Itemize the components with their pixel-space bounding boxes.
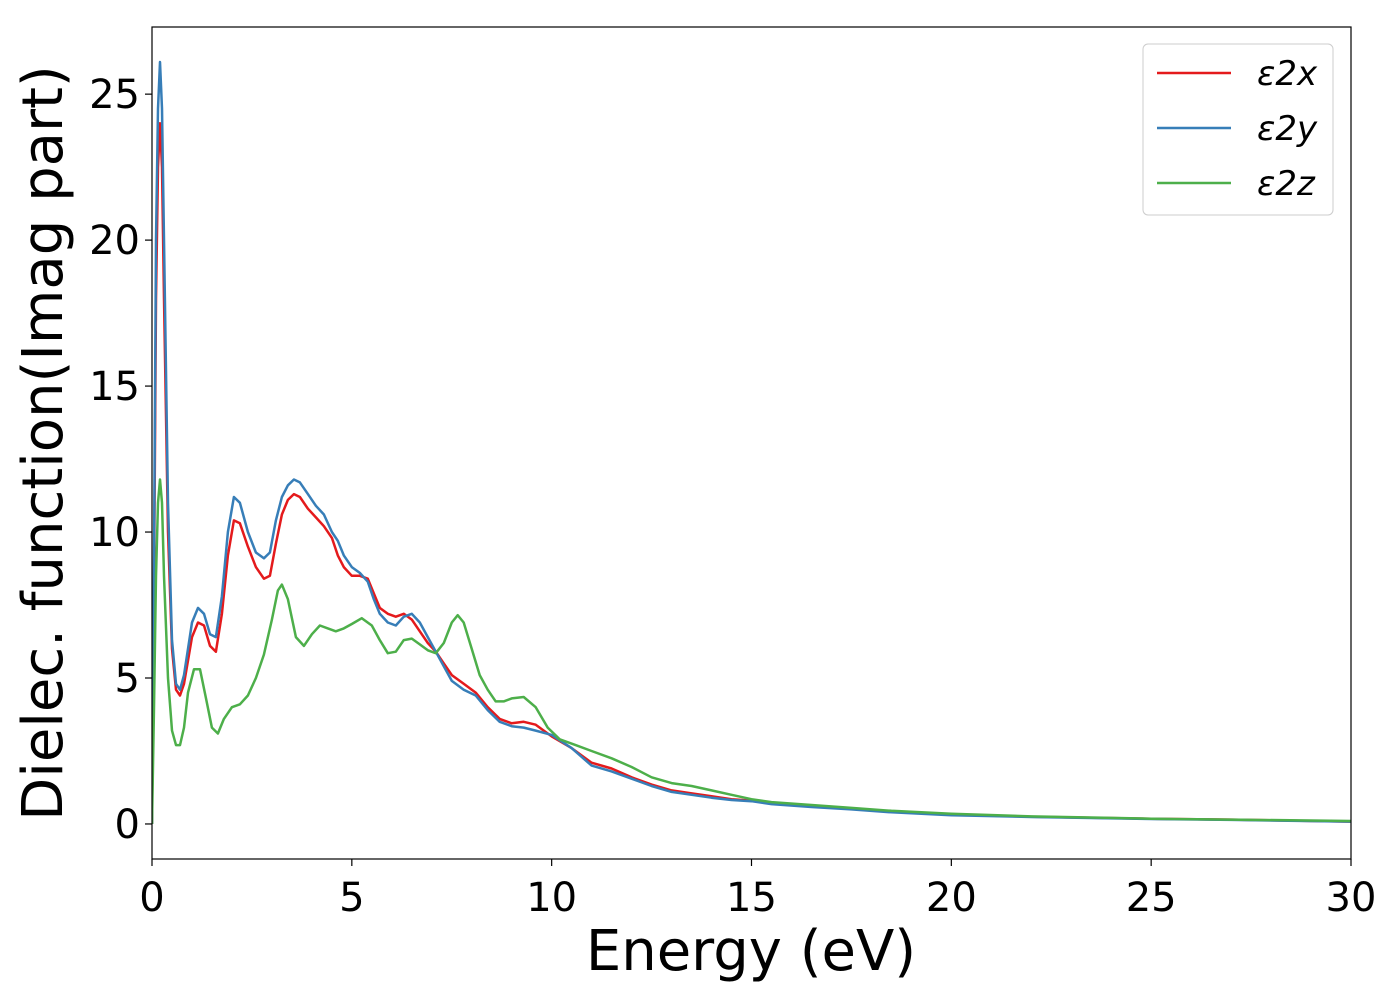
x-tick-label: 5 [339, 875, 364, 921]
y-axis: 0 5 10 15 20 25 [89, 72, 152, 848]
y-tick-label: 15 [89, 364, 140, 410]
x-axis: 0 5 10 15 20 25 30 [139, 859, 1376, 921]
x-tick-label: 15 [726, 875, 777, 921]
legend-label-0: ε2x [1257, 54, 1318, 94]
y-tick-label: 10 [89, 510, 140, 556]
y-tick-label: 0 [115, 802, 140, 848]
legend-label-2: ε2z [1257, 164, 1316, 204]
series-line-2 [152, 478, 1351, 825]
series-layer [152, 60, 1351, 825]
x-tick-label: 20 [926, 875, 977, 921]
x-tick-label: 0 [139, 875, 164, 921]
x-tick-label: 25 [1126, 875, 1177, 921]
y-tick-label: 5 [115, 656, 140, 702]
y-tick-label: 20 [89, 218, 140, 264]
y-axis-title: Dielec. function(Imag part) [11, 65, 76, 821]
series-line-1 [152, 60, 1351, 825]
y-tick-label: 25 [89, 72, 140, 118]
legend-label-1: ε2y [1257, 109, 1318, 149]
x-tick-label: 10 [526, 875, 577, 921]
legend: ε2x ε2y ε2z [1142, 43, 1334, 216]
x-axis-title: Energy (eV) [586, 919, 916, 984]
legend-box [1142, 43, 1334, 216]
x-tick-label: 30 [1326, 875, 1377, 921]
